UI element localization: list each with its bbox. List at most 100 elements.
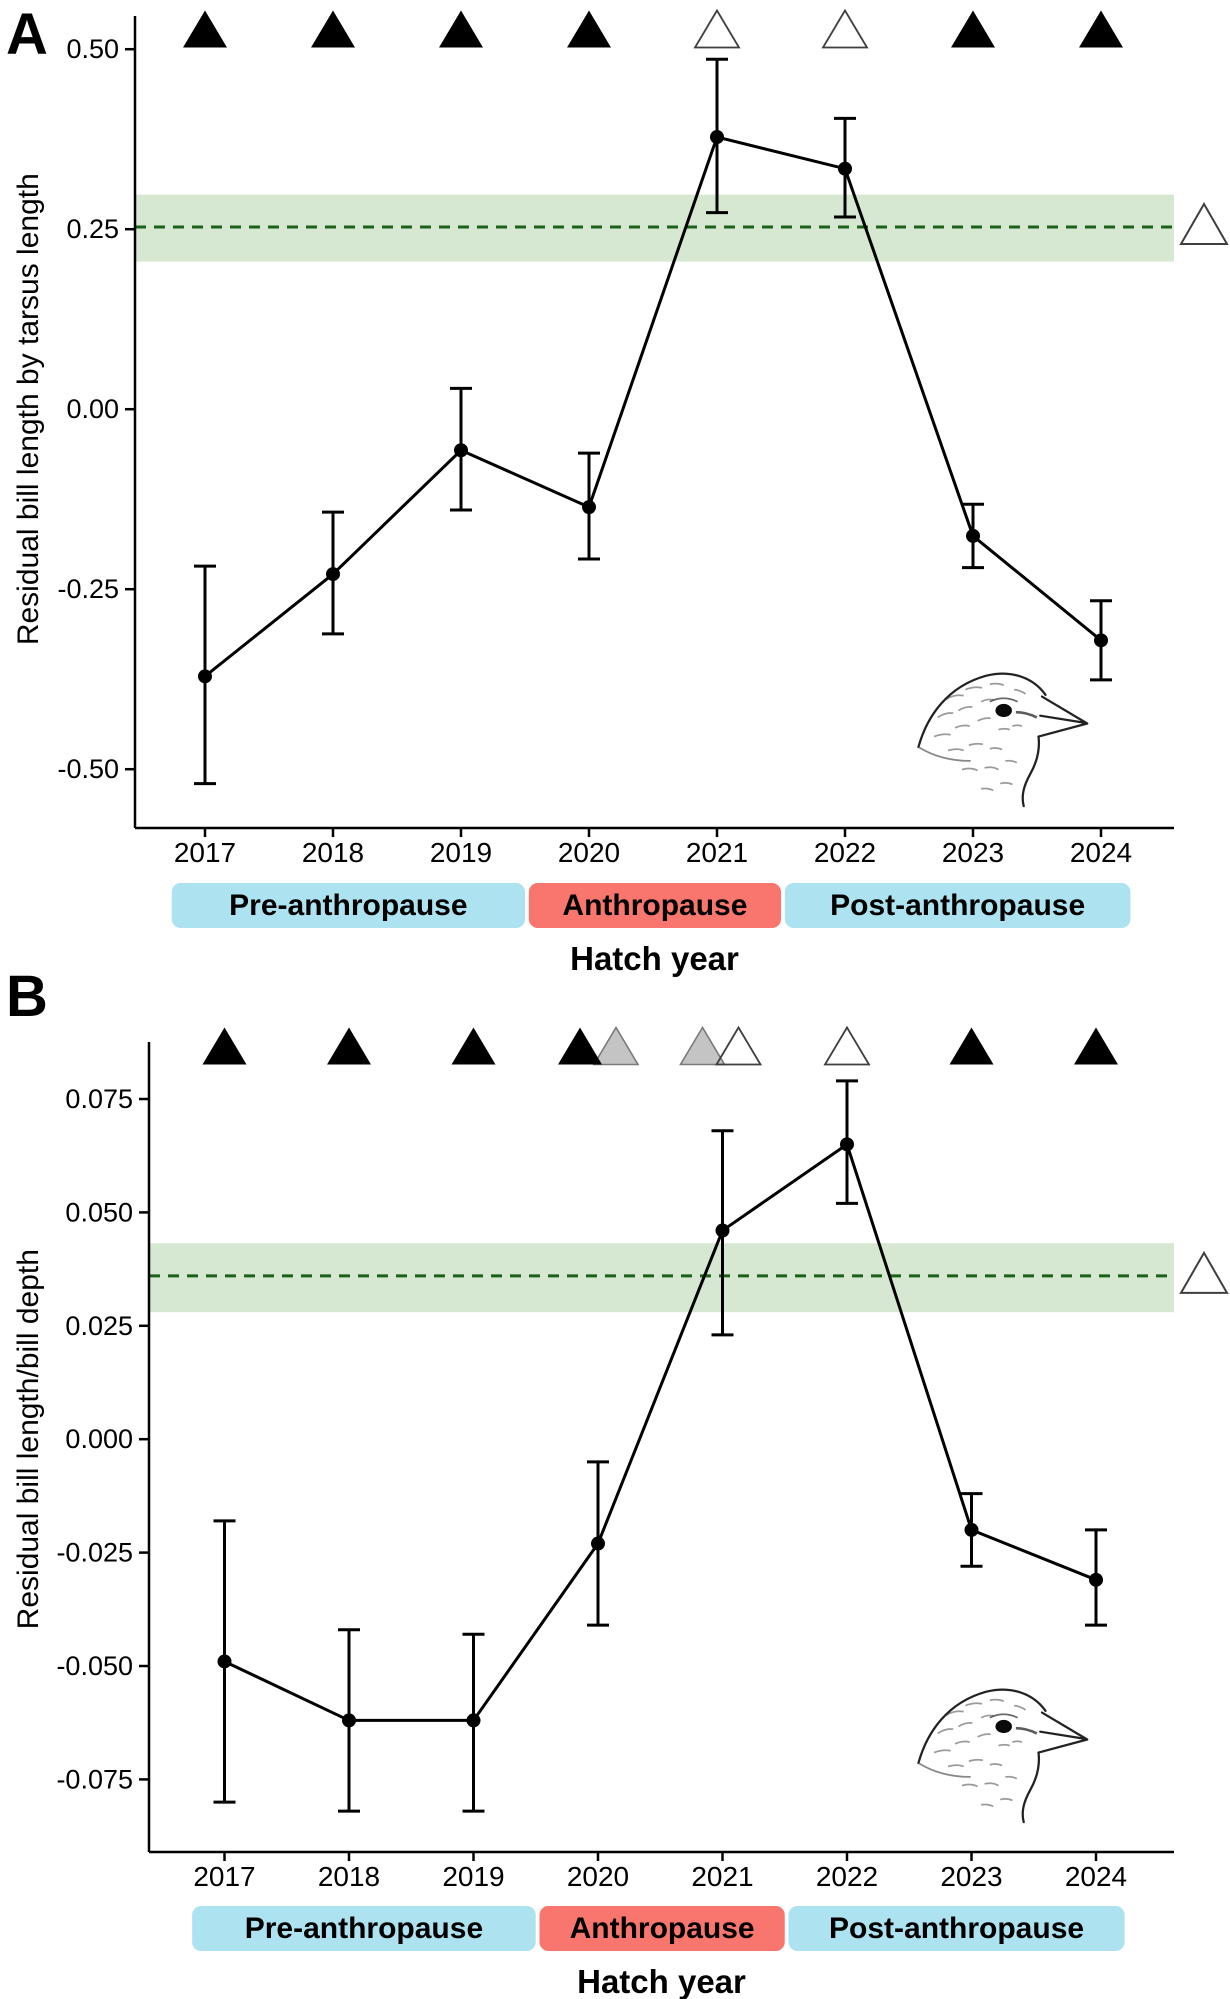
bird-lore-line [1015, 710, 1038, 719]
panel-b-period-band-2 [788, 1906, 1125, 1951]
bird-feather-stroke [933, 1749, 951, 1754]
panel-a-reference-open-triangle [1179, 202, 1229, 246]
panel-b-significance-gray-triangle-2021 [679, 1025, 726, 1066]
panel-b-significance-open-triangle-2021 [714, 1025, 763, 1066]
bird-feather-stroke [977, 717, 991, 722]
panel-a-significance-filled-triangle-2018 [311, 10, 355, 48]
panel-a-y-tick-label: -0.25 [57, 574, 119, 604]
bird-feather-stroke [965, 686, 983, 691]
bird-feather-stroke [937, 712, 954, 719]
panel-b-period-band-label-0: Pre-anthropause [245, 1912, 483, 1945]
bird-outline [1021, 735, 1041, 808]
bird-outline [917, 1688, 1047, 1765]
panel-b-y-tick-label: 0.000 [65, 1424, 133, 1454]
panel-b-significance-filled-triangle-2018 [327, 1027, 371, 1065]
bird-feather-stroke [989, 1763, 1003, 1767]
panel-b-point-2021 [715, 1223, 730, 1238]
panel-b-significance-open-triangle-2022 [823, 1025, 871, 1066]
panel-b-significance-filled-triangle-2023 [949, 1027, 994, 1065]
panel-a-significance-open-triangle-2022 [821, 8, 869, 49]
bird-feather-stroke [968, 1758, 984, 1763]
panel-a-year-label-2024: 2024 [1070, 837, 1132, 868]
panel-a-period-band-label-2: Post-anthropause [830, 889, 1085, 922]
panel-a-period-band-label-0: Pre-anthropause [229, 889, 467, 922]
panel-b-significance-filled-triangle-2017 [202, 1027, 247, 1065]
panel-b-significance-filled-triangle-2020 [558, 1027, 602, 1065]
bird-feather-stroke [989, 1698, 1005, 1703]
bird-outline [1039, 714, 1085, 724]
bird-feather-stroke [1005, 1775, 1018, 1780]
panel-a-letter: A [6, 2, 48, 67]
panel-a-year-label-2017: 2017 [174, 837, 236, 868]
panel-a-year-label-2023: 2023 [942, 837, 1004, 868]
panel-b-year-label-2024: 2024 [1065, 1861, 1127, 1892]
panel-a-significance-filled-triangle-2023 [951, 10, 995, 48]
bird-feather-stroke [980, 787, 994, 792]
panel-b-y-tick-label: 0.025 [65, 1311, 133, 1341]
panel-b-year-label-2017: 2017 [193, 1861, 255, 1892]
bird-feather-stroke [1000, 781, 1013, 786]
bird-brow-line [989, 1713, 1019, 1719]
panel-b-period-band-1 [539, 1906, 785, 1951]
bird-feather-stroke [947, 1764, 964, 1768]
bird-feather-stroke [954, 724, 970, 729]
panel-b-point-2017 [217, 1654, 232, 1669]
bird-eye [995, 703, 1012, 717]
panel-b-y-tick-label: 0.050 [65, 1197, 133, 1227]
bird-feather-stroke [989, 682, 1005, 687]
panel-a-significance-filled-triangle-2024 [1079, 10, 1123, 48]
bird-outline [1037, 1711, 1089, 1754]
panel-b: 0.075 0.050 0.025 0.000 -0.025 -0.050 -0.075 20… [6, 964, 1229, 1999]
panel-a-period-band-label-1: Anthropause [562, 889, 747, 922]
bird-feather-stroke [998, 1743, 1011, 1747]
panel-a-year-label-2020: 2020 [558, 837, 620, 868]
bird-feather-stroke [1014, 688, 1026, 695]
panel-a-y-tick-label: -0.50 [57, 754, 119, 784]
panel-a-point-2017 [198, 669, 212, 684]
panel-b-reference-band [149, 1243, 1174, 1313]
panel-b-point-2019 [466, 1713, 481, 1728]
panel-a-period-band-0 [171, 883, 525, 928]
panel-b-significance-gray-triangle-2020 [592, 1025, 640, 1066]
bird-outline [917, 672, 1047, 749]
panel-a-year-label-2021: 2021 [686, 837, 748, 868]
panel-b-data-line [223, 1141, 1097, 1722]
panel-a-data-line [204, 135, 1102, 678]
panel-b-x-axis-title: Hatch year [577, 1963, 746, 1999]
panel-b-y-tick-label: -0.050 [56, 1651, 133, 1681]
bird-feather-stroke [977, 1733, 991, 1738]
bird-outline [1021, 1751, 1041, 1824]
bird-feather-stroke [937, 1728, 954, 1735]
panel-b-year-label-2018: 2018 [318, 1861, 380, 1892]
panel-b-point-2018 [342, 1713, 356, 1728]
panel-b-y-axis-title: Residual bill length/bill depth [12, 1249, 45, 1629]
panel-a-y-tick-label: 0.25 [66, 214, 119, 244]
panel-a-significance-filled-triangle-2017 [183, 10, 227, 48]
bird-outline [1037, 695, 1089, 738]
bird-feather-stroke [1012, 724, 1023, 727]
bird-feather-stroke [968, 742, 984, 747]
bird-feather-stroke [961, 1783, 978, 1788]
panel-a-y-tick-label: 0.50 [66, 34, 119, 64]
panel-a: 0.50 0.25 0.00 -0.25 -0.50 2017 2018 2019 2020 20… [6, 2, 1229, 977]
panel-a-period-band-1 [528, 883, 781, 928]
panel-a-x-axis-title: Hatch year [570, 940, 739, 977]
panel-b-period-band-label-1: Anthropause [570, 1912, 755, 1945]
panel-b-letter: B [6, 964, 48, 1029]
panel-a-point-2022 [838, 161, 852, 176]
bird-feather-stroke [984, 766, 999, 771]
panel-a-year-label-2022: 2022 [814, 837, 876, 868]
panel-b-year-label-2021: 2021 [691, 1861, 753, 1892]
panel-b-year-label-2020: 2020 [567, 1861, 629, 1892]
panel-a-point-2019 [454, 443, 468, 458]
bird-feather-stroke [1000, 1797, 1013, 1802]
panel-b-period-band-0 [192, 1906, 536, 1951]
panel-a-year-label-2018: 2018 [302, 837, 364, 868]
panel-b-y-tick-label: 0.075 [65, 1084, 133, 1114]
panel-a-bird-sketch [917, 672, 1089, 808]
panel-b-bird-sketch [917, 1688, 1089, 1824]
panel-b-y-tick-label: -0.025 [56, 1538, 133, 1568]
panel-a-point-2018 [326, 567, 340, 582]
bird-feather-stroke [980, 1803, 994, 1808]
panel-b-year-label-2022: 2022 [816, 1861, 878, 1892]
